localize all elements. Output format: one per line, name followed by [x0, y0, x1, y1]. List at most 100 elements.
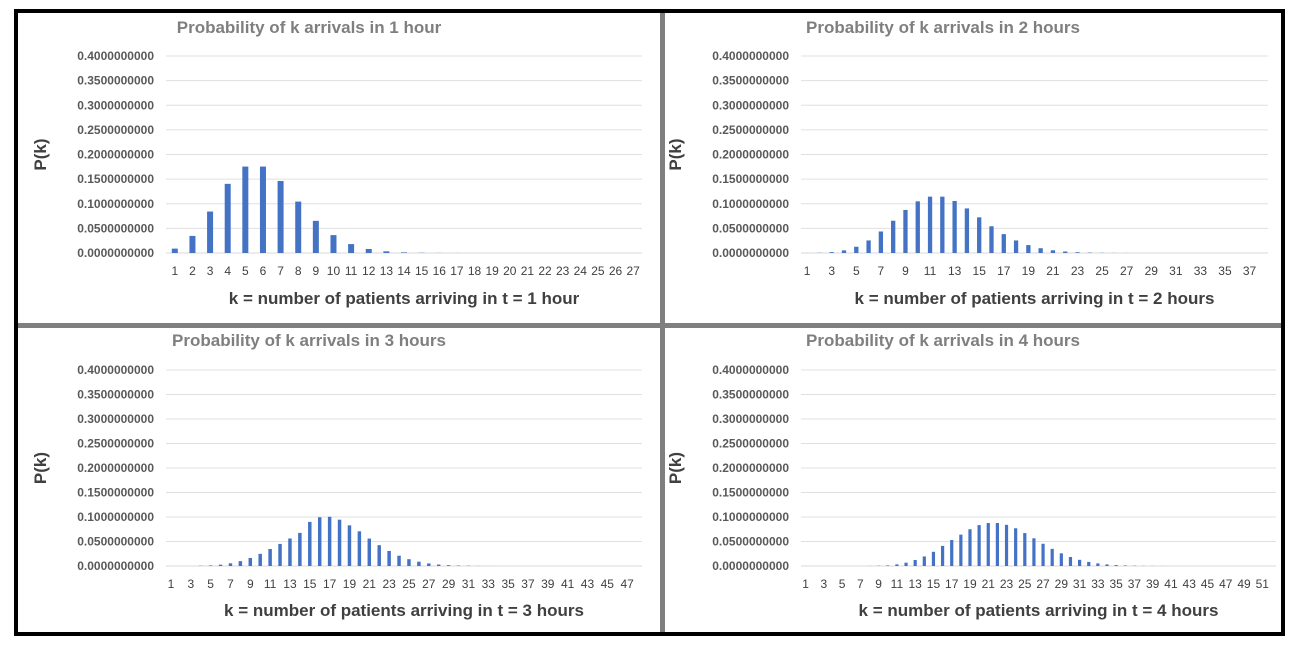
x-tick-label: 17	[945, 577, 959, 591]
x-tick-label: 24	[574, 264, 588, 278]
x-tick-label: 23	[382, 577, 396, 591]
x-tick-label: 19	[1022, 264, 1036, 278]
x-tick-label: 1	[802, 577, 809, 591]
y-tick-label: 0.3500000000	[712, 388, 789, 402]
y-tick-label: 0.2000000000	[77, 148, 154, 162]
bar	[879, 231, 883, 253]
x-tick-label: 19	[963, 577, 977, 591]
y-tick-label: 0.0500000000	[77, 221, 154, 235]
x-tick-label: 39	[1146, 577, 1160, 591]
bar	[916, 201, 920, 253]
y-tick-label: 0.1500000000	[712, 486, 789, 500]
x-tick-label: 12	[362, 264, 376, 278]
x-tick-label: 31	[1073, 577, 1087, 591]
x-tick-label: 3	[207, 264, 214, 278]
bar	[959, 535, 962, 566]
bar	[1023, 533, 1026, 566]
x-axis-title: k = number of patients arriving in t = 1…	[229, 289, 580, 308]
x-tick-label: 29	[1145, 264, 1159, 278]
bar	[903, 210, 907, 253]
x-tick-label: 45	[601, 577, 615, 591]
x-axis-title: k = number of patients arriving in t = 3…	[224, 601, 584, 620]
bar	[904, 563, 907, 566]
bar	[1115, 565, 1118, 566]
bar	[977, 217, 981, 253]
y-tick-label: 0.3500000000	[77, 74, 154, 88]
x-tick-label: 14	[397, 264, 411, 278]
bar	[313, 221, 319, 253]
bar	[968, 529, 971, 566]
bar	[1124, 565, 1127, 566]
bar	[189, 236, 195, 253]
bar	[209, 565, 212, 566]
x-tick-label: 1	[171, 264, 178, 278]
x-tick-label: 31	[462, 577, 476, 591]
x-tick-label: 23	[1000, 577, 1014, 591]
y-tick-label: 0.2500000000	[712, 123, 789, 137]
x-tick-label: 37	[1243, 264, 1257, 278]
bar	[1038, 248, 1042, 253]
x-tick-label: 1	[804, 264, 811, 278]
y-tick-label: 0.1000000000	[712, 197, 789, 211]
bar	[1026, 245, 1030, 253]
bar	[258, 554, 261, 566]
chart-title: Probability of k arrivals in 4 hours	[806, 331, 1080, 350]
x-tick-label: 17	[450, 264, 464, 278]
bar	[1002, 234, 1006, 253]
y-tick-label: 0.0000000000	[77, 559, 154, 573]
bar	[978, 525, 981, 566]
y-tick-label: 0.4000000000	[77, 363, 154, 377]
x-tick-label: 23	[1071, 264, 1085, 278]
x-tick-label: 7	[277, 264, 284, 278]
bar	[830, 252, 834, 253]
bar	[989, 226, 993, 253]
y-tick-label: 0.0500000000	[712, 535, 789, 549]
bar	[932, 552, 935, 566]
x-tick-label: 9	[875, 577, 882, 591]
bar	[295, 202, 301, 253]
x-tick-label: 22	[538, 264, 552, 278]
bar	[239, 561, 242, 566]
bar	[1005, 525, 1008, 566]
y-tick-label: 0.1000000000	[77, 510, 154, 524]
chart-title: Probability of k arrivals in 1 hour	[177, 18, 442, 37]
y-tick-label: 0.4000000000	[712, 49, 789, 63]
bar	[1051, 549, 1054, 566]
x-tick-label: 9	[313, 264, 320, 278]
bar	[987, 523, 990, 566]
bar	[1032, 538, 1035, 566]
x-tick-label: 33	[482, 577, 496, 591]
x-tick-label: 17	[323, 577, 337, 591]
bar	[328, 517, 331, 566]
x-tick-label: 21	[982, 577, 996, 591]
x-axis-title: k = number of patients arriving in t = 4…	[859, 601, 1219, 620]
bar	[338, 520, 341, 566]
x-tick-label: 20	[503, 264, 517, 278]
x-tick-label: 27	[422, 577, 436, 591]
x-tick-label: 17	[997, 264, 1011, 278]
x-tick-label: 5	[839, 577, 846, 591]
bar	[1105, 564, 1108, 566]
x-tick-label: 27	[1120, 264, 1134, 278]
x-tick-label: 13	[909, 577, 923, 591]
x-tick-label: 13	[380, 264, 394, 278]
x-tick-label: 29	[1055, 577, 1069, 591]
bar	[377, 545, 380, 566]
x-tick-label: 49	[1237, 577, 1251, 591]
bar	[368, 539, 371, 566]
x-axis-title: k = number of patients arriving in t = 2…	[855, 289, 1215, 308]
x-tick-label: 8	[295, 264, 302, 278]
bar	[854, 247, 858, 253]
x-tick-label: 3	[187, 577, 194, 591]
horizontal-divider	[18, 323, 1281, 328]
chart-panel-4h: Probability of k arrivals in 4 hours 0.40…	[665, 328, 1281, 632]
x-tick-label: 21	[1046, 264, 1060, 278]
bar	[278, 544, 281, 566]
bar	[366, 249, 372, 253]
y-tick-label: 0.0000000000	[712, 246, 789, 260]
bar	[923, 556, 926, 566]
bar	[1078, 560, 1081, 566]
x-tick-label: 15	[415, 264, 429, 278]
bar	[249, 558, 252, 566]
x-tick-label: 7	[878, 264, 885, 278]
